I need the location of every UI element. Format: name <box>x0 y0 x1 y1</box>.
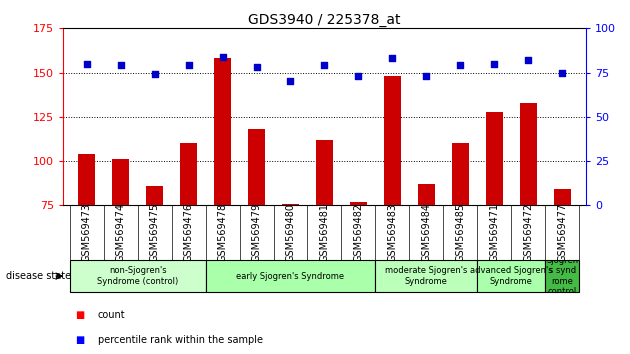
Text: GSM569478: GSM569478 <box>217 203 227 262</box>
Text: ■: ■ <box>76 335 85 345</box>
Bar <box>554 189 571 338</box>
Bar <box>545 260 579 292</box>
Point <box>557 70 567 75</box>
Bar <box>248 129 265 338</box>
Bar <box>375 260 478 292</box>
Text: GSM569480: GSM569480 <box>285 203 295 262</box>
Text: advanced Sjogren's
Syndrome: advanced Sjogren's Syndrome <box>470 267 553 286</box>
Text: early Sjogren's Syndrome: early Sjogren's Syndrome <box>236 272 345 281</box>
Bar <box>384 76 401 338</box>
Bar <box>205 260 375 292</box>
Text: GSM569474: GSM569474 <box>116 203 126 262</box>
Bar <box>316 140 333 338</box>
Point <box>319 63 329 68</box>
Text: Sjogren
s synd
rome
control: Sjogren s synd rome control <box>546 256 578 296</box>
Text: GSM569481: GSM569481 <box>319 203 329 262</box>
Text: percentile rank within the sample: percentile rank within the sample <box>98 335 263 345</box>
Point <box>489 61 499 67</box>
Bar <box>180 143 197 338</box>
Text: moderate Sjogren's
Syndrome: moderate Sjogren's Syndrome <box>385 267 467 286</box>
Text: GSM569471: GSM569471 <box>490 203 499 262</box>
Point <box>285 79 295 84</box>
Point <box>150 72 160 77</box>
Bar <box>146 186 163 338</box>
Text: GSM569475: GSM569475 <box>150 203 159 262</box>
Text: GSM569483: GSM569483 <box>387 203 398 262</box>
Bar <box>70 260 205 292</box>
Text: count: count <box>98 310 125 320</box>
Text: GSM569484: GSM569484 <box>421 203 432 262</box>
Bar <box>486 112 503 338</box>
Bar <box>452 143 469 338</box>
Text: GSM569479: GSM569479 <box>251 203 261 262</box>
Point <box>82 61 92 67</box>
Text: disease state: disease state <box>6 271 71 281</box>
Point <box>455 63 466 68</box>
Point <box>523 57 533 63</box>
Bar <box>214 58 231 338</box>
Bar <box>520 103 537 338</box>
Text: ■: ■ <box>76 310 85 320</box>
Bar <box>478 260 545 292</box>
Bar <box>418 184 435 338</box>
Text: non-Sjogren's
Syndrome (control): non-Sjogren's Syndrome (control) <box>97 267 178 286</box>
Text: GSM569473: GSM569473 <box>82 203 92 262</box>
Title: GDS3940 / 225378_at: GDS3940 / 225378_at <box>248 13 401 27</box>
Bar <box>78 154 95 338</box>
Text: GSM569472: GSM569472 <box>523 203 533 262</box>
Text: GSM569476: GSM569476 <box>183 203 193 262</box>
Point <box>251 64 261 70</box>
Point <box>421 73 432 79</box>
Bar <box>282 204 299 338</box>
Point <box>217 54 227 59</box>
Point <box>116 63 126 68</box>
Point <box>353 73 364 79</box>
Point <box>183 63 193 68</box>
Text: GSM569477: GSM569477 <box>557 203 567 262</box>
Text: GSM569482: GSM569482 <box>353 203 364 262</box>
Bar <box>112 159 129 338</box>
Text: GSM569485: GSM569485 <box>455 203 466 262</box>
Point <box>387 56 398 61</box>
Bar <box>350 202 367 338</box>
